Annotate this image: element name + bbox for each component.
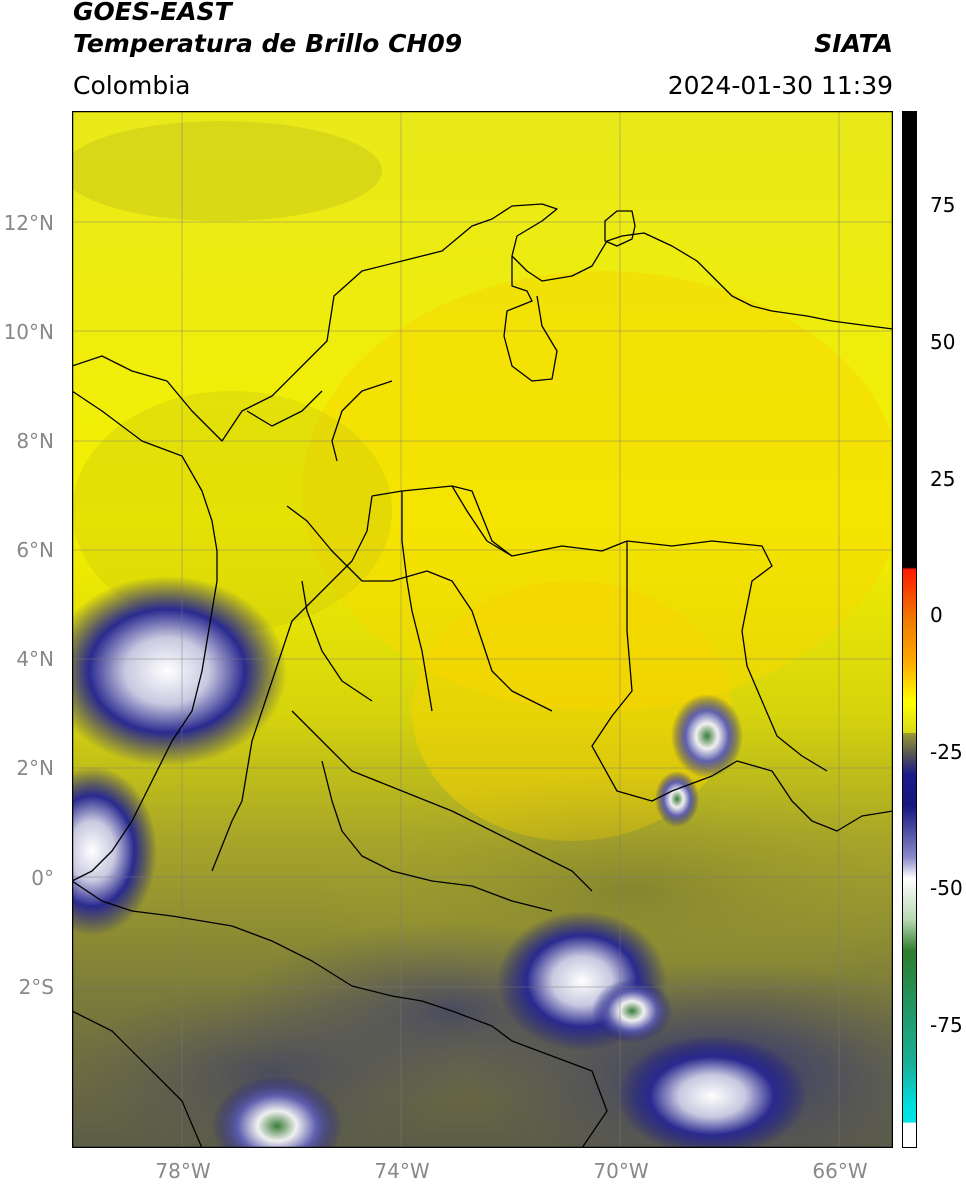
cloud-cluster-pacific: [72, 576, 287, 766]
brand-label: SIATA: [814, 29, 893, 58]
colorbar-tick-50: 50: [930, 330, 956, 354]
cloud-cluster-east-b: [655, 771, 699, 827]
colorbar: [902, 111, 917, 1148]
lat-label-8n: 8°N: [16, 429, 54, 453]
lon-label-66w: 66°W: [812, 1159, 868, 1183]
lat-label-6n: 6°N: [16, 538, 54, 562]
colorbar-tick-minus25: -25: [930, 740, 963, 764]
satellite-title: GOES-EAST: [73, 0, 232, 26]
product-title: Temperatura de Brillo CH09: [73, 29, 463, 58]
cloud-cluster-east-a: [671, 694, 743, 778]
colorbar-tick-minus50: -50: [930, 876, 963, 900]
graticule: [72, 111, 893, 1148]
lat-label-4n: 4°N: [16, 647, 54, 671]
lat-label-2n: 2°N: [16, 756, 54, 780]
lat-label-2s: 2°S: [18, 975, 54, 999]
lon-label-74w: 74°W: [374, 1159, 430, 1183]
warm-patch: [302, 271, 893, 711]
lat-label-0: 0°: [31, 866, 54, 890]
cloud-cluster-coast: [72, 766, 157, 936]
olive-band: [72, 121, 382, 221]
lat-label-10n: 10°N: [3, 320, 54, 344]
lat-label-12n: 12°N: [3, 211, 54, 235]
colorbar-tick-75: 75: [930, 193, 956, 217]
map-frame: [72, 111, 893, 1148]
colorbar-tick-25: 25: [930, 467, 956, 491]
lon-label-78w: 78°W: [155, 1159, 211, 1183]
timestamp-label: 2024-01-30 11:39: [667, 71, 893, 100]
cloud-cluster-se: [617, 1036, 807, 1148]
satellite-map: [72, 111, 893, 1148]
colorbar-tick-0: 0: [930, 603, 943, 627]
olive-patch: [72, 391, 392, 631]
cloud-cluster-south-2: [592, 979, 672, 1043]
colorbar-tick-minus75: -75: [930, 1013, 963, 1037]
navy-field: [72, 981, 472, 1148]
cloud-cluster-sw: [212, 1076, 342, 1148]
coastlines-borders: [72, 203, 893, 1148]
region-label: Colombia: [73, 71, 191, 100]
lon-label-70w: 70°W: [593, 1159, 649, 1183]
